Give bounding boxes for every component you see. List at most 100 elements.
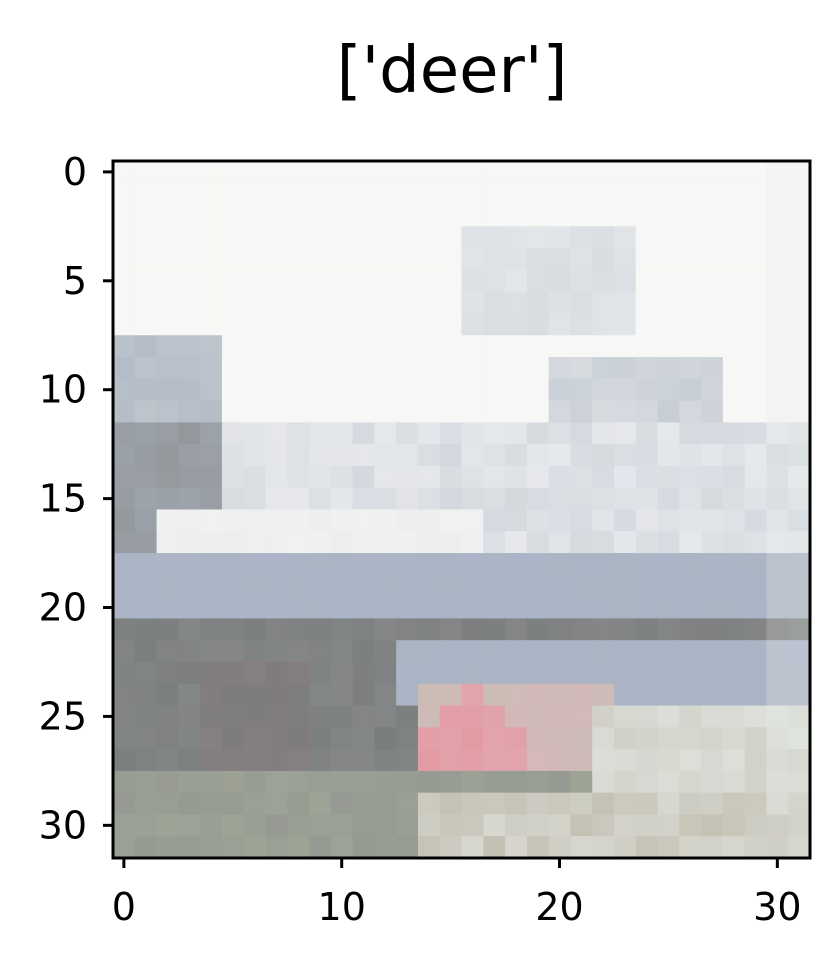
- image-pixel: [287, 465, 310, 489]
- image-pixel: [788, 444, 810, 467]
- image-pixel: [722, 727, 746, 750]
- image-pixel: [722, 596, 746, 619]
- image-pixel: [134, 705, 157, 728]
- image-pixel: [526, 618, 550, 641]
- image-pixel: [417, 182, 441, 205]
- image-pixel: [570, 509, 593, 532]
- image-pixel: [505, 792, 528, 815]
- image-pixel: [178, 444, 201, 467]
- image-pixel: [221, 553, 245, 576]
- image-pixel: [352, 204, 375, 227]
- image-pixel: [657, 574, 680, 598]
- image-pixel: [701, 792, 724, 815]
- image-pixel: [526, 487, 550, 510]
- x-axis-ticks: 0 10 20 30: [112, 858, 802, 929]
- image-pixel: [113, 509, 136, 532]
- image-pixel: [505, 596, 528, 619]
- image-pixel: [200, 661, 223, 685]
- image-pixel: [570, 553, 593, 576]
- image-pixel: [483, 161, 506, 184]
- image-pixel: [309, 465, 332, 489]
- image-pixel: [570, 574, 593, 598]
- x-tick-label: 30: [753, 885, 801, 929]
- image-pixel: [766, 596, 789, 619]
- image-pixel: [526, 465, 550, 489]
- image-pixel: [178, 618, 201, 641]
- image-pixel: [613, 531, 637, 554]
- image-pixel: [221, 683, 245, 706]
- image-pixel: [330, 161, 353, 184]
- image-pixel: [287, 313, 310, 336]
- image-pixel: [200, 226, 223, 249]
- image-pixel: [330, 226, 353, 249]
- image-pixel: [657, 313, 680, 336]
- image-pixel: [265, 574, 288, 598]
- image-pixel: [221, 661, 245, 685]
- image-pixel: [526, 422, 550, 445]
- image-pixel: [613, 814, 637, 837]
- image-pixel: [287, 226, 310, 249]
- image-pixel: [178, 531, 201, 554]
- image-pixel: [243, 749, 266, 772]
- image-pixel: [657, 727, 680, 750]
- image-pixel: [679, 487, 702, 510]
- image-pixel: [548, 487, 571, 510]
- image-pixel: [330, 661, 353, 685]
- image-pixel: [309, 618, 332, 641]
- image-pixel: [265, 182, 288, 205]
- image-pixel: [635, 836, 658, 858]
- image-pixel: [352, 182, 375, 205]
- image-pixel: [396, 269, 419, 293]
- image-pixel: [722, 705, 746, 728]
- image-pixel: [309, 531, 332, 554]
- image-pixel: [156, 313, 179, 336]
- image-pixel: [352, 248, 375, 271]
- image-pixel: [221, 770, 245, 794]
- image-pixel: [417, 574, 441, 598]
- image-pixel: [439, 509, 462, 532]
- image-pixel: [461, 640, 484, 663]
- image-pixel: [417, 422, 441, 445]
- image-pixel: [287, 444, 310, 467]
- image-pixel: [526, 792, 550, 815]
- image-pixel: [570, 531, 593, 554]
- image-pixel: [766, 487, 789, 510]
- image-pixel: [439, 335, 462, 358]
- image-pixel: [287, 161, 310, 184]
- image-pixel: [439, 640, 462, 663]
- image-pixel: [570, 814, 593, 837]
- image-pixel: [526, 814, 550, 837]
- image-pixel: [330, 683, 353, 706]
- image-pixel: [483, 487, 506, 510]
- image-pixel: [788, 400, 810, 423]
- image-pixel: [483, 531, 506, 554]
- image-pixel: [722, 618, 746, 641]
- image-pixel: [548, 705, 571, 728]
- image-pixel: [526, 357, 550, 380]
- image-pixel: [200, 749, 223, 772]
- image-pixel: [701, 553, 724, 576]
- image-pixel: [505, 313, 528, 336]
- image-pixel: [570, 836, 593, 858]
- image-pixel: [439, 204, 462, 227]
- image-pixel: [417, 683, 441, 706]
- image-pixel: [330, 291, 353, 314]
- image-pixel: [461, 553, 484, 576]
- image-pixel: [461, 683, 484, 706]
- image-pixel: [113, 422, 136, 445]
- image-pixel: [374, 683, 397, 706]
- image-pixel: [352, 226, 375, 249]
- image-pixel: [178, 683, 201, 706]
- image-pixel: [788, 161, 810, 184]
- image-pixel: [657, 749, 680, 772]
- image-pixel: [766, 204, 789, 227]
- image-pixel: [243, 640, 266, 663]
- image-pixel: [156, 182, 179, 205]
- image-pixel: [134, 683, 157, 706]
- image-pixel: [788, 248, 810, 271]
- image-pixel: [526, 269, 550, 293]
- image-pixel: [352, 509, 375, 532]
- image-pixel: [744, 836, 767, 858]
- image-pixel: [439, 792, 462, 815]
